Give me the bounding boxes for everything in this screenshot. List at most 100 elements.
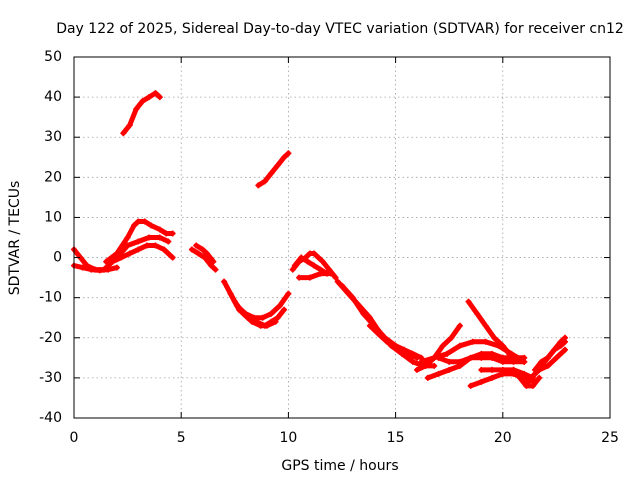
data-point (289, 266, 296, 273)
x-tick-label: 25 (601, 430, 619, 446)
data-point (311, 250, 318, 257)
data-point (456, 358, 463, 365)
data-point (96, 267, 103, 274)
series-arc-aa (531, 338, 568, 373)
data-point (360, 310, 367, 317)
x-tick-label: 5 (177, 430, 186, 446)
data-point (319, 258, 326, 265)
y-tick-label: 40 (44, 89, 62, 105)
series-line (193, 243, 216, 265)
x-tick-label: 0 (70, 430, 79, 446)
y-tick-label: -40 (39, 410, 62, 426)
data-point (143, 242, 150, 249)
data-point (332, 274, 339, 281)
data-point (482, 338, 489, 345)
data-point (478, 350, 485, 357)
y-axis-label: SDTVAR / TECUs (7, 181, 23, 296)
data-point (135, 218, 142, 225)
data-point (169, 230, 176, 237)
plot-frame (73, 56, 611, 419)
data-point (188, 246, 195, 253)
data-point (208, 262, 215, 269)
data-point (446, 358, 453, 365)
series-arc-ab (527, 346, 568, 381)
data-point (414, 366, 421, 373)
data-point (113, 254, 120, 261)
data-point (231, 298, 238, 305)
data-point (203, 250, 210, 257)
data-point (561, 338, 568, 345)
y-tick-label: 20 (44, 169, 62, 185)
data-point (510, 366, 517, 373)
data-point (133, 106, 140, 113)
data-point (536, 366, 543, 373)
data-point (227, 290, 234, 297)
series-arc-k (255, 150, 292, 189)
data-point (135, 246, 142, 253)
data-point (161, 246, 168, 253)
data-point (491, 334, 498, 341)
data-point (268, 170, 275, 177)
data-point (409, 358, 416, 365)
data-point (482, 322, 489, 329)
data-point (240, 310, 247, 317)
data-point (366, 322, 373, 329)
data-point (152, 90, 159, 97)
y-tick-label: -10 (39, 290, 62, 306)
data-point (135, 238, 142, 245)
data-point (422, 362, 429, 369)
data-point (296, 274, 303, 281)
data-point (536, 374, 543, 381)
data-point (274, 162, 281, 169)
data-point (465, 298, 472, 305)
y-tick-label: 10 (44, 209, 62, 225)
series-line (103, 219, 176, 265)
y-tick-label: -20 (39, 330, 62, 346)
data-point (512, 354, 519, 361)
data-point (298, 254, 305, 261)
data-point (474, 310, 481, 317)
data-point (424, 374, 431, 381)
data-point (523, 382, 530, 389)
y-tick-label: 50 (44, 49, 62, 65)
data-point (521, 370, 528, 377)
data-point (435, 370, 442, 377)
data-point (146, 234, 153, 241)
data-point (291, 262, 298, 269)
data-point (401, 346, 408, 353)
data-point (529, 382, 536, 389)
data-point (467, 354, 474, 361)
series-arc-q (366, 322, 425, 361)
data-point (489, 374, 496, 381)
data-point (165, 238, 172, 245)
data-point (311, 262, 318, 269)
data-point (199, 246, 206, 253)
data-point (120, 130, 127, 137)
data-point (435, 354, 442, 361)
data-point (281, 306, 288, 313)
series-arc-e (120, 90, 163, 137)
data-point (469, 338, 476, 345)
data-point (557, 342, 564, 349)
data-point (261, 178, 268, 185)
data-point (317, 270, 324, 277)
data-point (212, 266, 219, 273)
data-point (285, 290, 292, 297)
data-point (201, 254, 208, 261)
data-point (255, 182, 262, 189)
data-point (538, 358, 545, 365)
data-point (334, 278, 341, 285)
data-point (418, 358, 425, 365)
data-point (446, 366, 453, 373)
x-axis-label: GPS time / hours (281, 458, 398, 474)
data-point (315, 254, 322, 261)
data-point (276, 302, 283, 309)
data-point (375, 330, 382, 337)
data-point (124, 234, 131, 241)
data-point (156, 226, 163, 233)
data-point (349, 294, 356, 301)
data-point (478, 378, 485, 385)
data-point (431, 362, 438, 369)
y-tick-label: 0 (53, 250, 62, 266)
